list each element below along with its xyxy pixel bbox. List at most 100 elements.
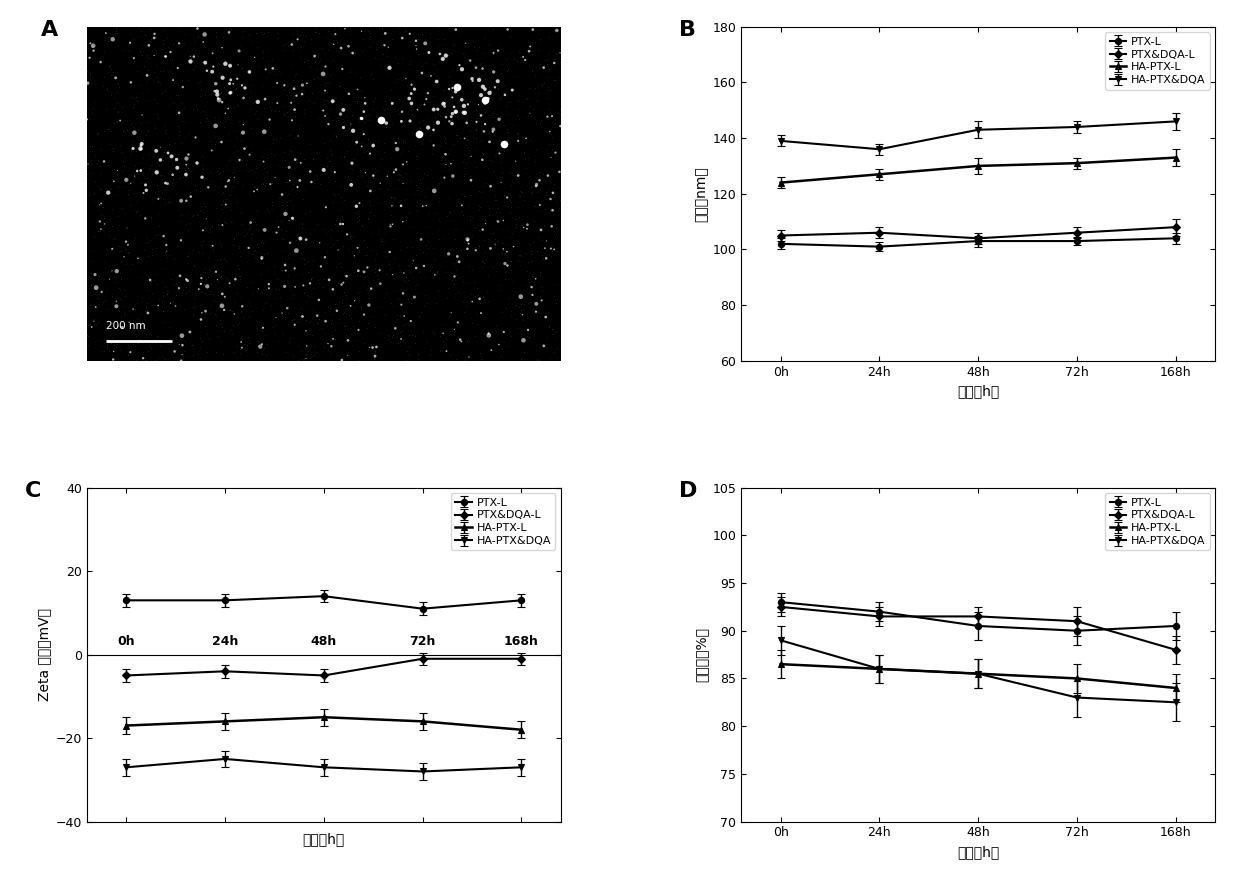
- Point: [120, 198, 140, 213]
- Point: [479, 37, 498, 51]
- Point: [191, 313, 211, 327]
- Point: [196, 88, 216, 102]
- Point: [145, 119, 165, 133]
- Point: [114, 159, 134, 173]
- Point: [372, 21, 392, 35]
- Point: [522, 280, 542, 294]
- Point: [358, 132, 378, 146]
- Point: [329, 243, 348, 257]
- Point: [511, 50, 531, 64]
- Point: [331, 278, 351, 292]
- Point: [295, 207, 315, 221]
- Point: [472, 62, 492, 76]
- Point: [260, 230, 280, 245]
- Point: [114, 299, 134, 313]
- Point: [525, 277, 544, 291]
- Point: [336, 109, 356, 123]
- Point: [211, 49, 231, 63]
- Point: [418, 121, 438, 135]
- Point: [332, 306, 352, 321]
- Point: [169, 37, 188, 51]
- Point: [290, 146, 310, 161]
- Point: [409, 123, 429, 138]
- Point: [532, 232, 552, 246]
- Point: [212, 197, 232, 212]
- Point: [391, 331, 410, 346]
- Point: [294, 106, 314, 121]
- Point: [303, 86, 322, 100]
- Point: [521, 244, 541, 258]
- Point: [341, 311, 361, 325]
- Point: [506, 297, 526, 312]
- Point: [92, 344, 112, 358]
- Point: [331, 150, 351, 164]
- Point: [464, 57, 484, 71]
- Point: [143, 241, 162, 255]
- Point: [477, 285, 497, 299]
- Point: [394, 119, 414, 133]
- Point: [542, 142, 562, 156]
- Point: [396, 182, 415, 196]
- Point: [201, 240, 221, 255]
- Point: [413, 245, 433, 259]
- Point: [244, 215, 264, 230]
- Point: [210, 167, 229, 181]
- Point: [522, 254, 542, 268]
- Point: [518, 255, 538, 270]
- Point: [335, 21, 355, 36]
- Point: [465, 275, 485, 289]
- Point: [495, 272, 515, 287]
- Point: [253, 303, 273, 317]
- Point: [466, 160, 486, 174]
- Point: [295, 76, 315, 90]
- Point: [459, 237, 479, 251]
- Point: [140, 338, 160, 353]
- Point: [103, 144, 123, 158]
- Point: [184, 34, 203, 48]
- Point: [455, 353, 475, 367]
- Point: [151, 86, 171, 100]
- Point: [343, 123, 363, 138]
- Point: [296, 313, 316, 328]
- Point: [78, 63, 98, 78]
- Point: [456, 94, 476, 108]
- Point: [548, 165, 568, 179]
- Point: [180, 325, 200, 339]
- Text: A: A: [41, 21, 58, 40]
- Point: [526, 69, 546, 83]
- Point: [138, 283, 157, 297]
- Point: [255, 348, 275, 363]
- Point: [159, 321, 179, 335]
- Text: 72h: 72h: [409, 635, 435, 648]
- Point: [363, 71, 383, 86]
- Point: [269, 220, 289, 234]
- Point: [490, 146, 510, 161]
- Point: [215, 303, 234, 317]
- Point: [321, 328, 341, 342]
- Point: [391, 265, 410, 280]
- Point: [360, 204, 379, 219]
- Point: [467, 104, 487, 118]
- Point: [417, 220, 436, 234]
- Point: [193, 163, 213, 177]
- Point: [417, 226, 436, 240]
- Point: [227, 130, 247, 145]
- Point: [289, 129, 309, 143]
- Point: [120, 314, 140, 329]
- Point: [498, 62, 518, 76]
- Point: [419, 46, 439, 60]
- Point: [124, 91, 144, 105]
- Point: [370, 52, 389, 66]
- Point: [260, 100, 280, 114]
- Point: [293, 87, 312, 101]
- Point: [229, 153, 249, 167]
- Point: [546, 330, 565, 344]
- Point: [239, 84, 259, 98]
- Point: [510, 112, 529, 126]
- Point: [327, 233, 347, 247]
- Point: [479, 232, 498, 246]
- Point: [184, 300, 203, 314]
- Point: [527, 353, 547, 367]
- Point: [470, 239, 490, 254]
- Point: [484, 46, 503, 61]
